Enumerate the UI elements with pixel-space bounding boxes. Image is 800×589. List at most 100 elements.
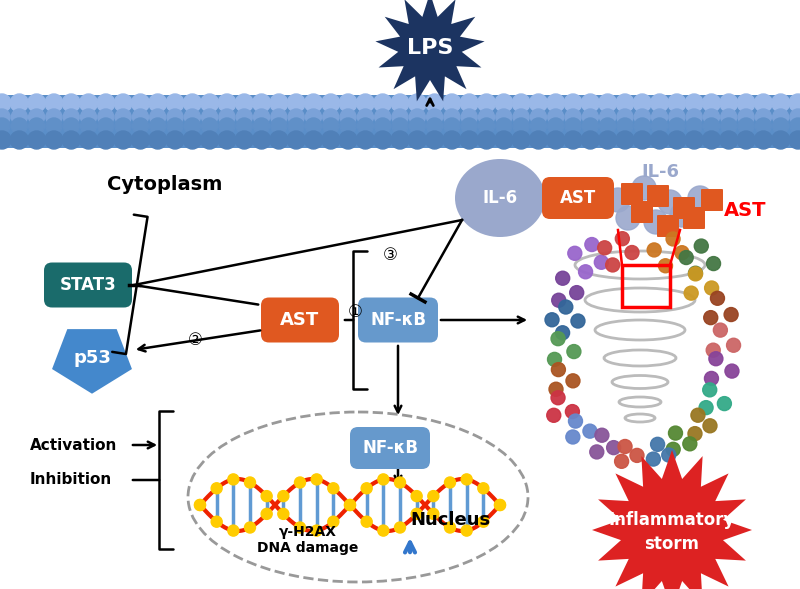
Circle shape [772, 131, 790, 149]
Circle shape [411, 491, 422, 502]
Text: ①: ① [347, 303, 362, 321]
Circle shape [202, 109, 218, 125]
Circle shape [726, 338, 741, 352]
Circle shape [10, 94, 28, 112]
Circle shape [391, 94, 409, 112]
Circle shape [625, 246, 639, 260]
Circle shape [590, 445, 604, 459]
Circle shape [754, 94, 772, 112]
Circle shape [634, 109, 650, 125]
Circle shape [166, 94, 184, 112]
Circle shape [582, 118, 598, 134]
Circle shape [738, 109, 754, 125]
Circle shape [632, 176, 656, 200]
Circle shape [167, 118, 183, 134]
Circle shape [737, 94, 755, 112]
Circle shape [724, 307, 738, 322]
Circle shape [512, 94, 530, 112]
Circle shape [651, 118, 667, 134]
Circle shape [322, 131, 340, 149]
Circle shape [339, 131, 357, 149]
Circle shape [374, 109, 390, 125]
Circle shape [245, 522, 255, 533]
Circle shape [392, 118, 408, 134]
Circle shape [115, 109, 131, 125]
Circle shape [253, 94, 270, 112]
Circle shape [45, 94, 63, 112]
FancyBboxPatch shape [701, 189, 723, 211]
Circle shape [340, 118, 356, 134]
Circle shape [358, 109, 374, 125]
Circle shape [228, 474, 239, 485]
Circle shape [585, 237, 599, 252]
Circle shape [582, 131, 599, 149]
Circle shape [634, 131, 651, 149]
Circle shape [461, 474, 472, 485]
Circle shape [411, 508, 422, 519]
Circle shape [568, 246, 582, 260]
Circle shape [570, 286, 584, 300]
Circle shape [271, 118, 287, 134]
Circle shape [408, 131, 426, 149]
Circle shape [685, 131, 703, 149]
Circle shape [98, 118, 114, 134]
Circle shape [311, 474, 322, 485]
Circle shape [378, 525, 389, 536]
Circle shape [772, 94, 790, 112]
FancyBboxPatch shape [657, 215, 679, 237]
Circle shape [737, 131, 755, 149]
Circle shape [606, 441, 621, 455]
Circle shape [322, 94, 340, 112]
Circle shape [670, 203, 694, 227]
Text: p53: p53 [73, 349, 111, 367]
Circle shape [287, 131, 305, 149]
Polygon shape [375, 0, 485, 101]
Circle shape [460, 94, 478, 112]
Circle shape [478, 131, 495, 149]
Circle shape [426, 131, 444, 149]
Circle shape [426, 118, 442, 134]
Circle shape [328, 483, 339, 494]
Circle shape [706, 343, 720, 357]
FancyBboxPatch shape [542, 177, 614, 219]
Circle shape [460, 131, 478, 149]
Circle shape [322, 109, 338, 125]
Circle shape [564, 131, 582, 149]
Circle shape [634, 94, 651, 112]
Circle shape [339, 94, 357, 112]
Circle shape [559, 300, 573, 314]
Circle shape [183, 131, 202, 149]
Circle shape [236, 118, 252, 134]
Circle shape [345, 499, 355, 511]
FancyBboxPatch shape [44, 263, 132, 307]
Circle shape [236, 109, 252, 125]
Circle shape [394, 522, 406, 533]
Polygon shape [592, 450, 752, 589]
Circle shape [201, 131, 218, 149]
Bar [622, 265, 670, 307]
Circle shape [556, 271, 570, 285]
Circle shape [183, 94, 202, 112]
Circle shape [28, 131, 46, 149]
Text: NF-κB: NF-κB [362, 439, 418, 457]
Circle shape [444, 109, 460, 125]
Circle shape [530, 131, 547, 149]
Circle shape [565, 109, 581, 125]
Circle shape [555, 326, 570, 340]
Circle shape [790, 109, 800, 125]
Circle shape [705, 372, 718, 385]
Circle shape [150, 109, 166, 125]
Circle shape [658, 259, 673, 273]
Circle shape [184, 109, 200, 125]
Circle shape [445, 477, 455, 488]
Circle shape [378, 474, 389, 485]
Circle shape [702, 131, 721, 149]
Circle shape [552, 293, 566, 307]
Circle shape [358, 118, 374, 134]
Circle shape [305, 94, 322, 112]
Circle shape [10, 131, 28, 149]
Circle shape [494, 499, 506, 511]
Circle shape [114, 94, 132, 112]
Circle shape [254, 109, 270, 125]
Circle shape [356, 94, 374, 112]
